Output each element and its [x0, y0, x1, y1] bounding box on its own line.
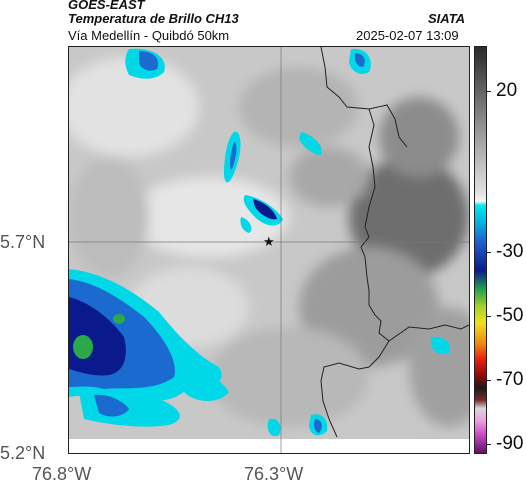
colorbar-tick-label: -50 [496, 304, 524, 326]
colorbar [474, 46, 487, 454]
colorbar-tick-label: -90 [496, 433, 524, 455]
brightness-temperature-map[interactable]: ★ [68, 46, 470, 454]
lat-tick-label: 5.2°N [0, 443, 46, 463]
colorbar-tick-mark [486, 251, 491, 253]
colorbar-tick-label: -70 [496, 369, 524, 391]
colorbar-tick-mark [486, 444, 491, 446]
route-subtitle: Vía Medellín - Quibdó 50km [68, 28, 230, 43]
colorbar-tick-mark [486, 380, 491, 382]
agency-label: SIATA [428, 11, 466, 26]
lon-tick-label: 76.3°W [244, 464, 304, 484]
colorbar-tick-label: 20 [496, 79, 518, 101]
cold-cloud-clusters [69, 48, 450, 437]
admin-borders [320, 47, 469, 438]
star-icon: ★ [263, 235, 275, 250]
product-title: Temperatura de Brillo CH13 [68, 11, 239, 26]
satellite-title: GOES-EAST [68, 0, 145, 12]
lat-tick-label: 5.7°N [0, 232, 46, 252]
map-canvas: ★ [69, 47, 469, 453]
colorbar-tick-mark [486, 315, 491, 317]
timestamp-label: 2025-02-07 13:09 [356, 28, 459, 43]
lon-tick-label: 76.8°W [32, 464, 92, 484]
colorbar-tick-label: -30 [496, 240, 524, 262]
colorbar-tick-mark [486, 90, 491, 92]
no-data-strip [69, 439, 469, 453]
